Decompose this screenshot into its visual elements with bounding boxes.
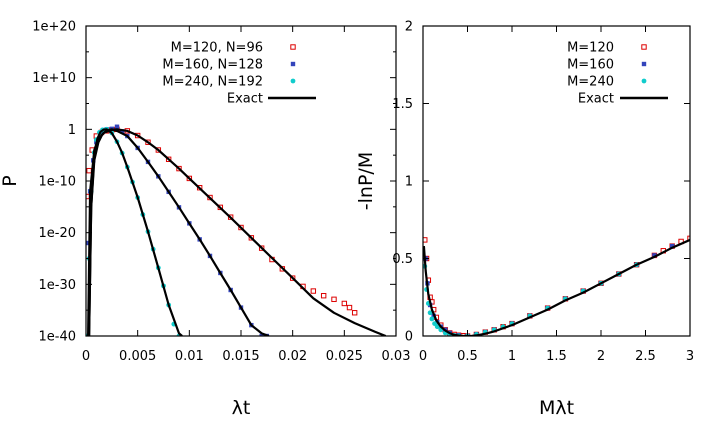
- left-y-tick-label: 1e-40: [38, 330, 76, 345]
- left-series-m-160-n-128-point: [86, 240, 91, 246]
- right-legend-m-120-swatch: [641, 44, 647, 50]
- right-plot-marks: [423, 235, 690, 336]
- left-legend-m-240-n-192-swatch: [290, 78, 296, 84]
- right-x-tick-label: 3: [686, 349, 694, 364]
- left-series-m-120-n-96-point: [217, 204, 224, 211]
- right-x-axis-label: Mλt: [539, 397, 574, 419]
- left-x-tick-label: 0.005: [119, 349, 156, 364]
- left-x-tick-label: 0.02: [278, 349, 307, 364]
- left-legend-m-160-n-128-swatch: [290, 61, 296, 67]
- right-x-tick-label: 1: [508, 349, 516, 364]
- right-legend-exact-label: Exact: [578, 92, 614, 107]
- right-panel: 0 0.5 1 1.5 2 2.5 3 0 0.5 1 1.5 2 Mλt -lnP/M M=120…: [355, 20, 694, 420]
- left-plot-marks: [86, 124, 387, 336]
- right-y-tick-label: 2: [405, 20, 413, 35]
- right-series-m-160-point: [652, 253, 657, 258]
- left-series-m-120-n-96-point: [258, 245, 265, 251]
- left-series-m-120-n-96-point: [310, 288, 317, 294]
- right-x-tick-label: 0.5: [457, 349, 478, 364]
- left-series-m-120-n-96-point: [341, 300, 348, 307]
- left-series-m-120-n-96-point: [227, 214, 234, 220]
- left-series-m-120-n-96-point: [145, 139, 151, 145]
- left-x-tick-label: 0.025: [326, 349, 363, 364]
- right-y-tick-label: 1: [405, 175, 413, 190]
- left-series-m-120-n-96-point: [346, 304, 353, 311]
- left-series-m-120-n-96-point: [351, 310, 358, 316]
- left-x-tick-label: 0: [82, 349, 90, 364]
- right-x-tick-label: 0: [419, 349, 427, 364]
- right-series-m-240-point: [427, 310, 433, 316]
- left-series-m-160-n-128-point: [119, 129, 125, 134]
- left-y-tick-label: 1e+10: [32, 71, 76, 86]
- left-series-m-120-n-96-point: [165, 156, 172, 163]
- left-y-tick-label: 1e-20: [38, 226, 76, 241]
- left-series-m-120-n-96-point: [238, 224, 244, 231]
- right-legend-m-240-swatch: [641, 78, 647, 84]
- right-y-ticks: 0 0.5 1 1.5 2: [392, 20, 690, 345]
- right-x-tick-label: 1.5: [546, 349, 567, 364]
- left-series-m-120-n-96-point: [320, 293, 327, 299]
- left-series-exact-line: [88, 128, 270, 336]
- left-x-axis-label: λt: [232, 397, 251, 419]
- right-series-m-160-point: [670, 243, 675, 249]
- left-series-m-120-n-96-point: [207, 194, 213, 201]
- left-series-m-160-n-128-point: [259, 333, 264, 336]
- left-y-tick-label: 1e-30: [38, 278, 76, 293]
- left-series-m-120-n-96-point: [186, 175, 193, 182]
- right-legend-m-160-swatch: [641, 61, 647, 67]
- right-x-ticks: 0 0.5 1 1.5 2 2.5 3: [419, 26, 694, 364]
- left-series-m-120-n-96-point: [248, 235, 255, 241]
- right-series-m-240-point: [432, 321, 437, 326]
- left-series-m-120-n-96-point: [331, 296, 337, 303]
- left-legend-m-240-n-192-label: M=240, N=192: [162, 75, 263, 90]
- left-y-tick-label: 1e+20: [32, 20, 76, 35]
- right-legend: M=120 M=160 M=240 Exact: [567, 41, 668, 107]
- left-legend-m-120-n-96-label: M=120, N=96: [171, 41, 263, 56]
- right-y-tick-label: 0.5: [392, 252, 413, 267]
- left-y-tick-label: 1: [68, 123, 76, 138]
- left-x-tick-label: 0.01: [175, 349, 204, 364]
- left-legend-m-160-n-128-label: M=160, N=128: [162, 58, 263, 73]
- right-legend-m-160-label: M=160: [567, 58, 614, 73]
- left-x-tick-label: 0.015: [222, 349, 259, 364]
- right-x-tick-label: 2: [597, 349, 605, 364]
- left-series-m-160-n-128-point: [114, 124, 120, 129]
- left-x-ticks: 0 0.005 0.01 0.015 0.02 0.025 0.03: [82, 26, 411, 364]
- left-legend: M=120, N=96 M=160, N=128 M=240, N=192 Exact: [162, 41, 316, 107]
- left-panel: 0 0.005 0.01 0.015 0.02 0.025 0.03 1e+201e+101…: [0, 20, 410, 420]
- right-y-tick-label: 0: [405, 330, 413, 345]
- left-y-tick-label: 1e-10: [38, 175, 76, 190]
- right-legend-m-120-label: M=120: [567, 41, 614, 56]
- right-x-tick-label: 2.5: [635, 349, 656, 364]
- left-series-m-120-n-96-point: [155, 147, 162, 153]
- left-legend-m-120-n-96-swatch: [290, 44, 296, 50]
- right-series-m-120-point: [423, 237, 428, 243]
- left-legend-exact-label: Exact: [227, 92, 263, 107]
- right-y-axis-label: -lnP/M: [355, 152, 377, 210]
- right-series-m-240-point: [434, 324, 440, 330]
- left-x-tick-label: 0.03: [382, 349, 411, 364]
- left-series-m-120-n-96-point: [176, 165, 182, 172]
- left-y-axis-label: P: [0, 175, 21, 186]
- left-series-m-120-n-96-point: [196, 185, 203, 191]
- left-y-ticks: 1e+20 1e+10 1 1e-10 1e-20 1e-30 1e-40: [32, 20, 396, 345]
- right-y-tick-label: 1.5: [392, 97, 413, 112]
- left-series-exact-line: [88, 128, 183, 336]
- right-legend-m-240-label: M=240: [567, 75, 614, 90]
- right-series-m-240-point: [429, 316, 435, 322]
- left-series-m-120-n-96-point: [289, 275, 296, 281]
